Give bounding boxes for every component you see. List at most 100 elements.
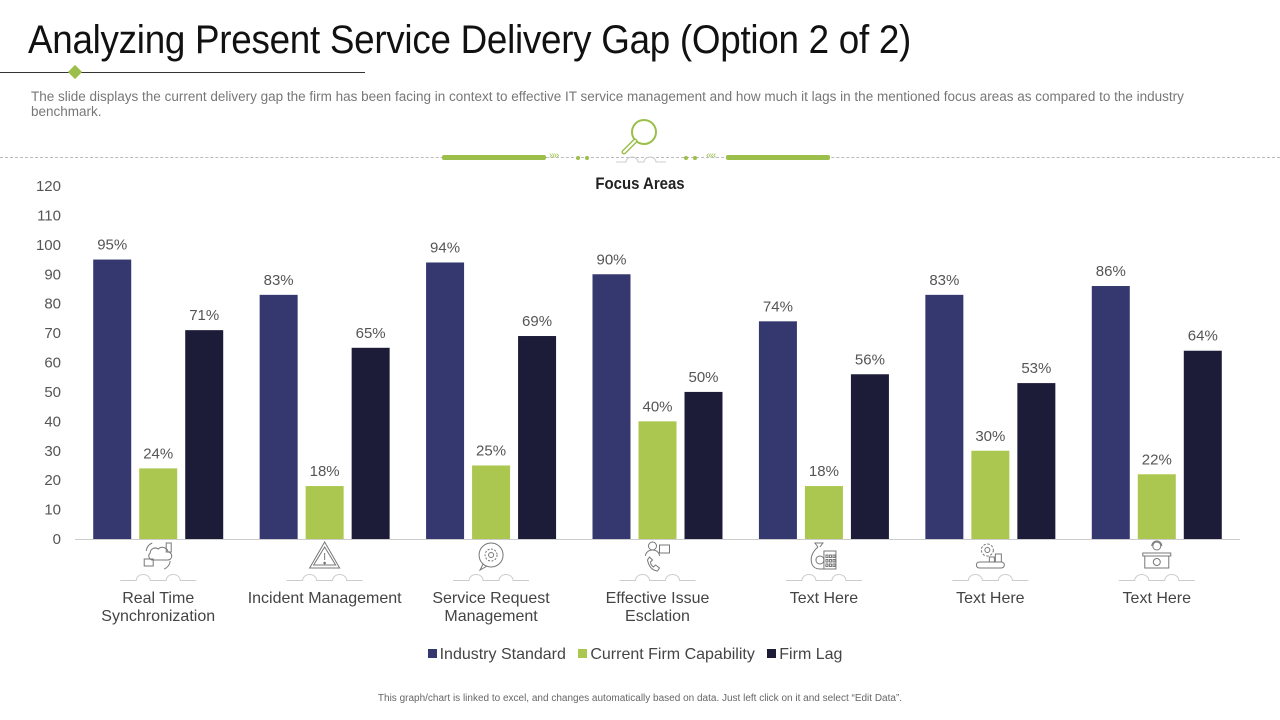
y-tick-label: 120 [36, 178, 61, 195]
divider-dot [684, 156, 688, 160]
data-label: 95% [97, 237, 127, 254]
chevrons-left-icon: ‹‹‹‹ [706, 150, 716, 161]
data-label: 83% [929, 272, 959, 289]
divider-dot [693, 156, 697, 160]
helpdesk-agent-icon [1142, 540, 1172, 569]
divider-accent-right [726, 155, 830, 160]
y-tick-label: 40 [44, 413, 61, 430]
data-label: 71% [189, 307, 219, 324]
magnifier-icon [616, 119, 666, 163]
divider-accent-left [442, 155, 546, 160]
category-label: Effective Issue Esclation [605, 590, 710, 625]
y-tick-label: 70 [44, 325, 61, 342]
bar-firm-lag[interactable] [850, 374, 889, 539]
icon-base-ornament [120, 574, 197, 581]
data-label: 22% [1142, 451, 1172, 468]
legend-label: Industry Standard [439, 646, 566, 663]
legend-item-current-firm-capability[interactable]: Current Firm Capability [578, 646, 755, 664]
bar-firm-lag[interactable] [518, 336, 557, 539]
data-label: 69% [522, 313, 552, 330]
y-axis: 0 10 20 30 40 50 60 70 80 90 100 110 120 [36, 178, 61, 548]
bar-firm-lag[interactable] [185, 330, 224, 539]
bar-firm-lag[interactable] [1017, 383, 1056, 539]
data-label: 90% [596, 251, 626, 268]
icon-base-ornament [286, 574, 363, 581]
bar-firm-lag[interactable] [351, 347, 390, 539]
data-labels: 95% 24% 71% 83% 18% 65% 94% 25% 69% 90% 40% 50% 74% 1… [97, 237, 1218, 481]
chevrons-right-icon: ›››› [549, 150, 559, 161]
icon-base-ornament [453, 574, 530, 581]
page-title: Analyzing Present Service Delivery Gap (… [28, 18, 912, 62]
y-tick-label: 30 [44, 443, 61, 460]
legend-item-firm-lag[interactable]: Firm Lag [767, 646, 842, 664]
y-tick-label: 0 [53, 531, 61, 548]
legend-item-industry-standard[interactable]: Industry Standard [427, 646, 566, 664]
bar-current-firm-capability[interactable] [305, 486, 344, 539]
y-tick-label: 110 [37, 207, 61, 224]
bar-current-firm-capability[interactable] [472, 465, 511, 539]
footer-note: This graph/chart is linked to excel, and… [377, 693, 903, 704]
icon-base-ornament [1118, 574, 1195, 581]
support-agent-phone-icon [645, 541, 670, 572]
cloud-sync-devices-icon [143, 542, 173, 570]
divider-dot [585, 156, 589, 160]
bar-current-firm-capability[interactable] [804, 486, 843, 539]
category-label: Real Time Synchronization [101, 590, 216, 625]
data-label: 18% [310, 463, 340, 480]
icon-base-ornament [785, 574, 862, 581]
category-label: Service Request Management [432, 590, 550, 625]
category-label: Text Here [789, 590, 859, 607]
bar-industry-standard[interactable] [592, 274, 631, 539]
data-label: 83% [264, 272, 294, 289]
bar-firm-lag[interactable] [684, 391, 723, 539]
bar-industry-standard[interactable] [925, 294, 964, 539]
chart-legend: Industry Standard Current Firm Capabilit… [0, 646, 1270, 664]
data-label: 30% [975, 428, 1005, 445]
warning-triangle-icon [308, 540, 341, 569]
y-tick-label: 10 [44, 502, 61, 519]
gear-conveyor-icon [975, 543, 1005, 569]
legend-swatch [767, 649, 777, 658]
legend-swatch [427, 649, 437, 658]
bar-industry-standard[interactable] [1091, 286, 1130, 539]
category-label: Text Here [1122, 590, 1192, 607]
bar-current-firm-capability[interactable] [971, 450, 1010, 539]
data-label: 94% [430, 239, 460, 256]
y-tick-label: 80 [44, 296, 61, 313]
icon-base-ornament [619, 574, 696, 581]
data-label: 86% [1096, 263, 1126, 280]
category-icons [120, 540, 1195, 581]
bar-current-firm-capability[interactable] [1137, 474, 1176, 539]
bar-current-firm-capability[interactable] [638, 421, 677, 539]
bar-industry-standard[interactable] [259, 294, 298, 539]
data-label: 64% [1188, 328, 1218, 345]
bar-current-firm-capability[interactable] [139, 468, 178, 539]
category-label: Incident Management [247, 590, 402, 607]
data-label: 24% [143, 445, 173, 462]
y-tick-label: 50 [44, 384, 61, 401]
chart-title: Focus Areas [595, 174, 685, 193]
y-tick-label: 20 [44, 472, 61, 489]
bar-industry-standard[interactable] [93, 259, 132, 539]
title-underline [0, 72, 365, 73]
data-label: 50% [688, 369, 718, 386]
data-label: 74% [763, 298, 793, 315]
bars [93, 259, 1222, 539]
category-label: Text Here [956, 590, 1025, 607]
y-tick-label: 100 [36, 237, 61, 254]
divider-dot [576, 156, 580, 160]
bar-firm-lag[interactable] [1183, 350, 1222, 539]
money-bag-calculator-icon [810, 542, 837, 570]
data-label: 25% [476, 442, 506, 459]
data-label: 53% [1021, 360, 1051, 377]
legend-label: Current Firm Capability [590, 646, 755, 663]
bar-industry-standard[interactable] [426, 262, 465, 539]
legend-label: Firm Lag [779, 646, 843, 663]
slide-description: The slide displays the current delivery … [31, 89, 1184, 119]
y-tick-label: 90 [44, 266, 61, 283]
data-label: 65% [356, 325, 386, 342]
bar-industry-standard[interactable] [758, 321, 797, 539]
gear-chat-bubble-icon [478, 542, 504, 572]
data-label: 40% [642, 398, 672, 415]
